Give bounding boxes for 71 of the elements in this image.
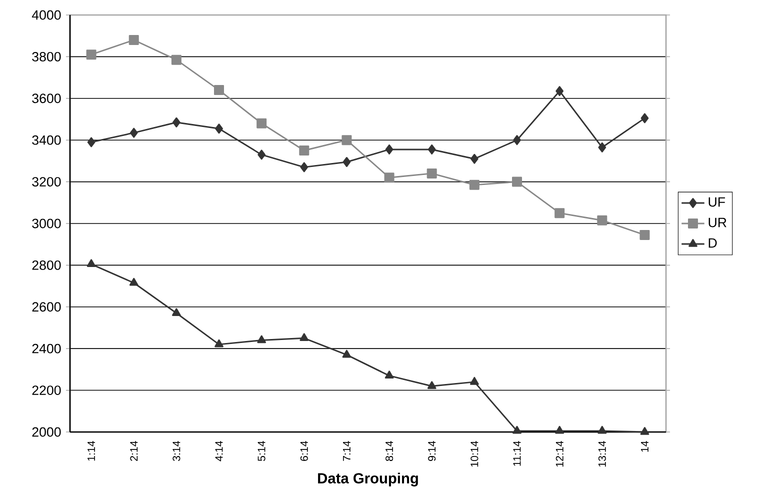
point: [214, 85, 224, 96]
point: [300, 162, 308, 172]
point: [342, 156, 351, 167]
point: [257, 335, 266, 344]
point: [554, 208, 565, 218]
x-tick-label: 4:14: [215, 441, 223, 462]
x-tick-label: 6:14: [300, 441, 308, 461]
point: [470, 376, 479, 385]
point: [171, 54, 182, 65]
point: [597, 215, 608, 226]
point: [512, 176, 522, 187]
point: [598, 426, 607, 434]
point: [428, 144, 436, 154]
point: [172, 308, 181, 316]
point: [598, 142, 606, 152]
point: [87, 137, 96, 148]
point: [172, 117, 180, 128]
legend-label: UF: [708, 197, 725, 207]
point: [215, 124, 223, 134]
x-tick-label: 8:14: [386, 441, 394, 461]
y-tick-label: 2600: [32, 302, 61, 312]
point: [300, 333, 309, 342]
point: [385, 144, 394, 154]
x-tick-label: 7:14: [343, 441, 350, 461]
y-tick-label: 3400: [32, 135, 61, 145]
point: [513, 135, 521, 146]
y-tick-label: 3200: [32, 177, 61, 187]
y-tick-label: 2400: [32, 344, 61, 354]
point: [342, 350, 352, 358]
y-tick-label: 2800: [32, 260, 61, 270]
x-tick-label: 11:14: [513, 441, 521, 466]
y-tick-label: 3800: [32, 52, 61, 62]
x-tick-label: 9:14: [428, 441, 436, 461]
point: [555, 426, 564, 434]
point: [258, 150, 266, 160]
point: [640, 113, 649, 124]
x-tick-label: 2:14: [130, 441, 138, 461]
point: [512, 426, 522, 434]
x-tick-label: 5:14: [258, 441, 266, 462]
x-tick-label: 13:14: [598, 441, 606, 467]
y-tick-label: 2000: [32, 427, 61, 437]
point: [130, 128, 138, 138]
x-axis-title: Data Grouping: [318, 472, 418, 486]
point: [214, 339, 224, 348]
y-tick-label: 3000: [32, 218, 61, 228]
y-tick-label: 2200: [32, 386, 61, 395]
x-tick-label: 1:14: [88, 441, 95, 461]
point: [384, 172, 394, 183]
legend-label: UR: [708, 218, 726, 228]
point: [128, 35, 139, 46]
point: [384, 370, 394, 379]
y-tick-label: 3600: [32, 94, 61, 104]
point: [129, 278, 138, 286]
point: [86, 259, 96, 268]
x-tick-label: 14: [641, 441, 648, 452]
point: [427, 381, 436, 389]
point: [640, 426, 650, 435]
point: [556, 86, 564, 96]
point: [640, 230, 650, 240]
point: [342, 135, 352, 146]
x-tick-label: 10:14: [470, 441, 478, 467]
x-tick-label: 12:14: [556, 441, 564, 467]
point: [256, 118, 267, 128]
y-tick-label: 4000: [32, 10, 61, 20]
point: [469, 180, 480, 190]
point: [299, 146, 310, 156]
legend-label: D: [708, 238, 717, 248]
x-tick-label: 3:14: [172, 441, 180, 462]
point: [86, 50, 96, 60]
point: [470, 154, 478, 164]
point: [426, 168, 437, 178]
